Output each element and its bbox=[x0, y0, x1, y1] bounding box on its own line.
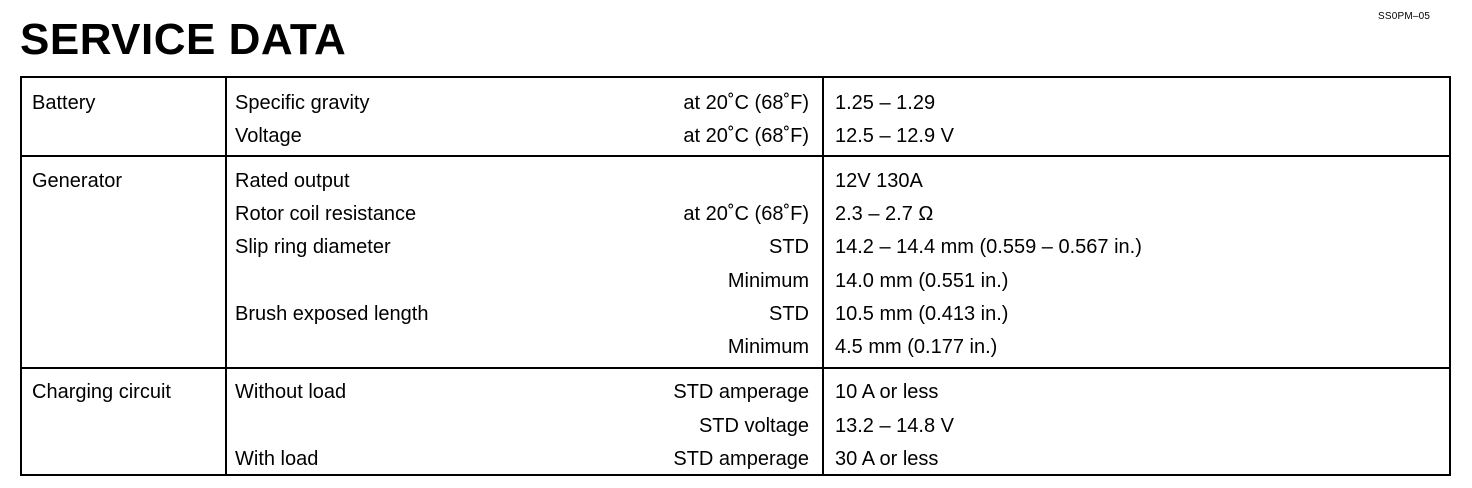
column-divider bbox=[225, 78, 227, 474]
condition: Minimum bbox=[727, 270, 809, 292]
spec-value: 14.2 – 14.4 mm (0.559 – 0.567 in.) bbox=[835, 236, 1142, 258]
item-name: With load bbox=[235, 448, 319, 470]
condition: at 20˚C (68˚F) bbox=[683, 125, 809, 147]
group-name-battery: Battery bbox=[32, 92, 96, 114]
condition: STD bbox=[769, 236, 809, 258]
spec-value: 30 A or less bbox=[835, 448, 939, 470]
item-name: Slip ring diameter bbox=[235, 236, 391, 258]
item-name: Without load bbox=[235, 381, 347, 403]
spec-value: 4.5 mm (0.177 in.) bbox=[835, 336, 998, 358]
condition: STD bbox=[769, 303, 809, 325]
group-name-charging-circuit: Charging circuit bbox=[32, 381, 171, 403]
condition: Minimum bbox=[727, 336, 809, 358]
item-name: Rated output bbox=[235, 170, 350, 192]
condition: at 20˚C (68˚F) bbox=[683, 92, 809, 114]
service-data-table: Battery Specific gravity at 20˚C (68˚F) … bbox=[20, 76, 1451, 476]
spec-value: 10 A or less bbox=[835, 381, 939, 403]
spec-value: 14.0 mm (0.551 in.) bbox=[835, 270, 1009, 292]
spec-value: 2.3 – 2.7 Ω bbox=[835, 203, 934, 225]
group-divider bbox=[22, 155, 1449, 157]
group-name-generator: Generator bbox=[32, 170, 123, 192]
spec-value: 1.25 – 1.29 bbox=[835, 92, 936, 114]
condition: STD amperage bbox=[673, 381, 809, 403]
spec-value: 10.5 mm (0.413 in.) bbox=[835, 303, 1009, 325]
item-name: Brush exposed length bbox=[235, 303, 429, 325]
spec-value: 12V 130A bbox=[835, 170, 923, 192]
condition: at 20˚C (68˚F) bbox=[683, 203, 809, 225]
group-divider bbox=[22, 367, 1449, 369]
item-name: Voltage bbox=[235, 125, 302, 147]
spec-value: 13.2 – 14.8 V bbox=[835, 415, 954, 437]
column-divider bbox=[822, 78, 824, 474]
item-name: Specific gravity bbox=[235, 92, 370, 114]
condition: STD amperage bbox=[673, 448, 809, 470]
page-title: SERVICE DATA bbox=[20, 15, 347, 64]
condition: STD voltage bbox=[698, 415, 809, 437]
spec-value: 12.5 – 12.9 V bbox=[835, 125, 954, 147]
item-name: Rotor coil resistance bbox=[235, 203, 417, 225]
page-code: SS0PM–05 bbox=[1378, 11, 1431, 22]
